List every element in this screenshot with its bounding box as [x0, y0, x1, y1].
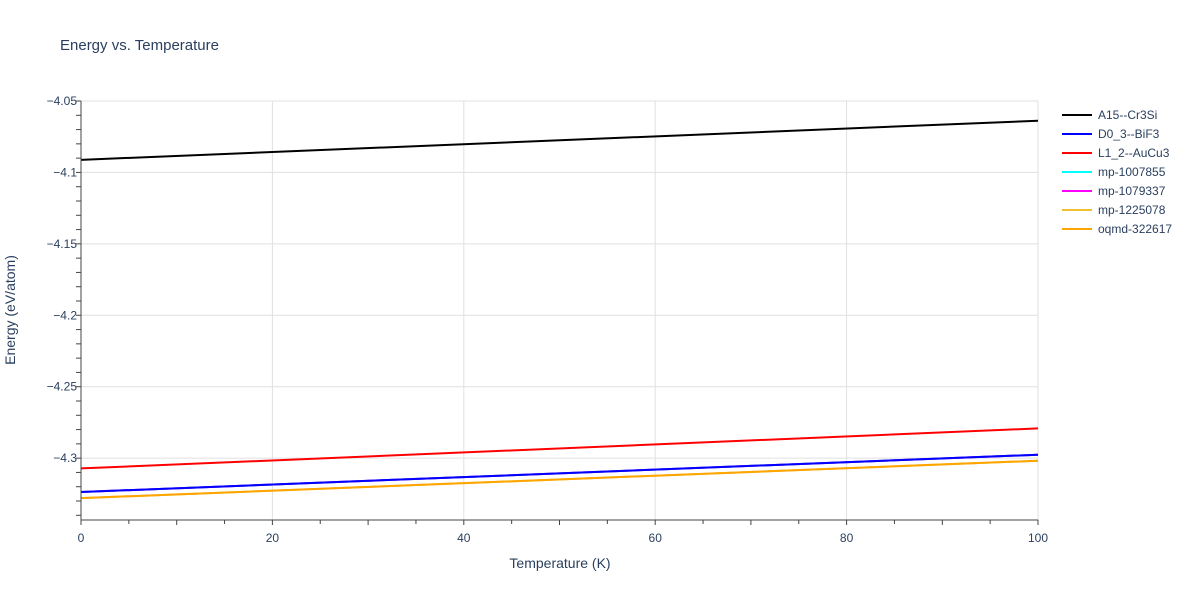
x-tick-label: 60: [649, 531, 663, 545]
legend-label: L1_2--AuCu3: [1098, 146, 1170, 160]
x-tick-label: 100: [1028, 531, 1048, 545]
axes: 0 20 40 60 80 100 −4.05 −4.1 −4.15 −4.2 −4.25 −4.3: [47, 94, 1049, 545]
x-axis-label: Temperature (K): [509, 555, 610, 571]
legend-label: oqmd-322617: [1098, 222, 1172, 236]
legend-label: A15--Cr3Si: [1098, 108, 1157, 122]
y-tick-label: −4.05: [47, 94, 78, 108]
x-tick-label: 40: [457, 531, 471, 545]
series-line-L1_2--AuCu3: [80, 427, 1039, 470]
series-line-A15--Cr3Si: [80, 119, 1039, 161]
chart-title: Energy vs. Temperature: [60, 37, 219, 54]
y-tick-label: −4.1: [53, 165, 77, 179]
legend-item[interactable]: mp-1007855: [1062, 165, 1166, 179]
series-lines: [80, 119, 1039, 500]
legend-label: D0_3--BiF3: [1098, 127, 1160, 141]
series-line-oqmd-322617: [80, 459, 1039, 500]
legend-item[interactable]: oqmd-322617: [1062, 222, 1172, 236]
y-tick-label: −4.25: [47, 380, 78, 394]
y-tick-label: −4.2: [53, 308, 77, 322]
x-tick-label: 20: [266, 531, 280, 545]
legend-label: mp-1007855: [1098, 165, 1166, 179]
legend-item[interactable]: mp-1225078: [1062, 203, 1166, 217]
y-tick-label: −4.3: [53, 451, 77, 465]
series-line-D0_3--BiF3: [80, 453, 1039, 493]
legend: A15--Cr3Si D0_3--BiF3 L1_2--AuCu3 mp-100785…: [1062, 108, 1172, 236]
grid: [81, 100, 1039, 520]
y-tick-label: −4.15: [47, 237, 78, 251]
legend-item[interactable]: A15--Cr3Si: [1062, 108, 1157, 122]
legend-item[interactable]: mp-1079337: [1062, 184, 1166, 198]
legend-item[interactable]: L1_2--AuCu3: [1062, 146, 1170, 160]
x-tick-label: 0: [78, 531, 85, 545]
legend-item[interactable]: D0_3--BiF3: [1062, 127, 1160, 141]
legend-label: mp-1225078: [1098, 203, 1166, 217]
legend-label: mp-1079337: [1098, 184, 1166, 198]
x-tick-label: 80: [840, 531, 854, 545]
y-axis-label: Energy (eV/atom): [2, 255, 18, 365]
